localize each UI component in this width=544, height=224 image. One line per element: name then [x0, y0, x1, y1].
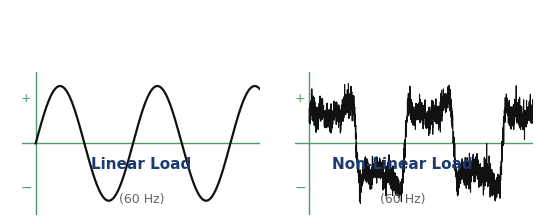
- Text: −: −: [21, 181, 32, 195]
- Text: Linear Load: Linear Load: [91, 157, 191, 172]
- Text: (60 Hz): (60 Hz): [380, 193, 425, 206]
- Text: +: +: [295, 92, 305, 105]
- Text: (60 Hz): (60 Hz): [119, 193, 164, 206]
- Text: −: −: [294, 181, 306, 195]
- Text: +: +: [21, 92, 32, 105]
- Text: Non-Linear Load: Non-Linear Load: [332, 157, 473, 172]
